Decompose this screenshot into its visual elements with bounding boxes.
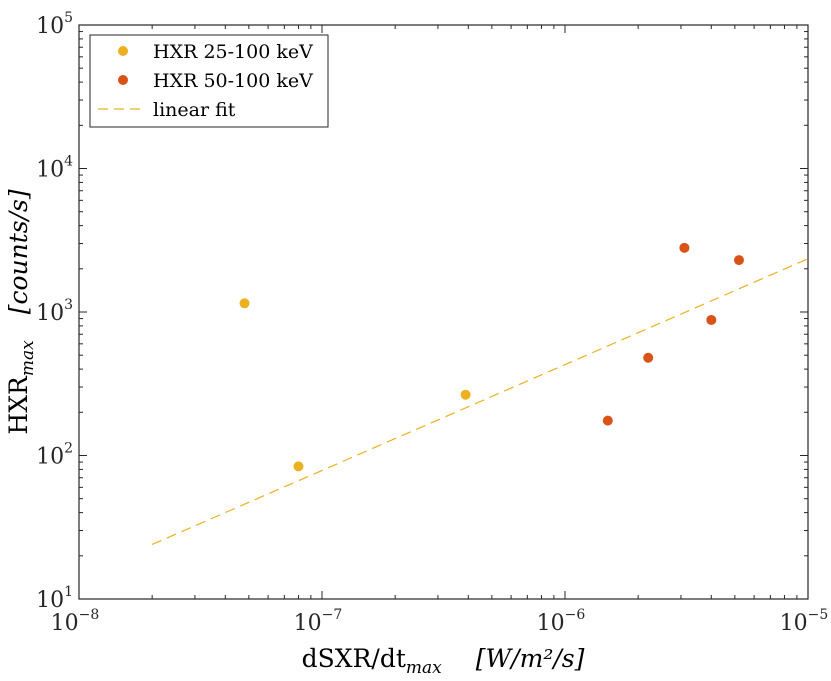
y-tick-base: 10 — [36, 588, 64, 613]
data-point-hxr-50-100 — [706, 314, 717, 325]
x-axis-title-main: dSXR/dt — [302, 644, 406, 673]
y-tick-base: 10 — [36, 14, 64, 39]
data-points-layer — [239, 242, 744, 472]
y-tick-label: 104 — [36, 154, 73, 183]
y-tick-label: 102 — [36, 441, 73, 470]
y-tick-exponent: 1 — [64, 584, 73, 600]
x-tick-exponent: −7 — [322, 607, 343, 623]
data-point-hxr-25-100 — [239, 298, 250, 309]
y-axis-title: HXRmax [counts/s] — [4, 189, 38, 434]
x-tick-base: 10 — [51, 611, 79, 636]
data-point-hxr-50-100 — [643, 352, 654, 363]
x-tick-base: 10 — [537, 611, 565, 636]
legend-entry-hxr-25-100: HXR 25-100 keV — [118, 41, 313, 63]
x-axis-title: dSXR/dtmax [W/m²/s] — [302, 644, 585, 678]
legend-entry-hxr-50-100: HXR 50-100 keV — [118, 70, 313, 92]
y-tick-base: 10 — [36, 158, 64, 183]
y-tick-base: 10 — [36, 445, 64, 470]
data-point-hxr-50-100 — [733, 255, 744, 266]
legend-label-linear-fit: linear fit — [153, 99, 236, 121]
y-tick-label: 103 — [36, 297, 73, 326]
x-tick-exponent: −5 — [808, 607, 829, 623]
x-axis-title-unit: [W/m²/s] — [476, 644, 585, 673]
y-tick-label: 101 — [36, 584, 73, 613]
legend-box — [89, 34, 329, 128]
linear-fit-line — [151, 258, 809, 545]
x-tick-label: 10−8 — [51, 607, 100, 636]
legend: HXR 25-100 keV HXR 50-100 keV linear fit — [89, 34, 329, 128]
x-tick-label: 10−7 — [294, 607, 343, 636]
y-axis-title-sub: max — [18, 340, 38, 376]
y-tick-base: 10 — [36, 301, 64, 326]
y-axis-title-unit: [counts/s] — [4, 189, 33, 314]
x-tick-label: 10−5 — [780, 607, 829, 636]
x-tick-base: 10 — [294, 611, 322, 636]
data-point-hxr-25-100 — [460, 389, 471, 400]
legend-marker-hxr-50-100 — [118, 75, 128, 85]
y-tick-exponent: 3 — [64, 297, 73, 313]
y-tick-exponent: 5 — [64, 10, 73, 26]
x-tick-exponent: −6 — [565, 607, 586, 623]
y-tick-exponent: 4 — [64, 154, 73, 170]
y-tick-exponent: 2 — [64, 441, 73, 457]
data-point-hxr-50-100 — [679, 242, 690, 253]
x-tick-label: 10−6 — [537, 607, 586, 636]
y-axis-title-main: HXR — [4, 375, 33, 435]
legend-label-hxr-50-100: HXR 50-100 keV — [153, 70, 313, 92]
y-tick-label: 105 — [36, 10, 73, 39]
x-axis-title-sub: max — [406, 658, 442, 678]
data-point-hxr-50-100 — [602, 415, 613, 426]
legend-marker-hxr-25-100 — [118, 46, 128, 56]
legend-label-hxr-25-100: HXR 25-100 keV — [153, 41, 313, 63]
x-tick-base: 10 — [780, 611, 808, 636]
fit-line-layer — [151, 258, 809, 545]
x-tick-exponent: −8 — [79, 607, 100, 623]
data-point-hxr-25-100 — [293, 461, 304, 472]
legend-entry-linear-fit: linear fit — [98, 99, 236, 121]
